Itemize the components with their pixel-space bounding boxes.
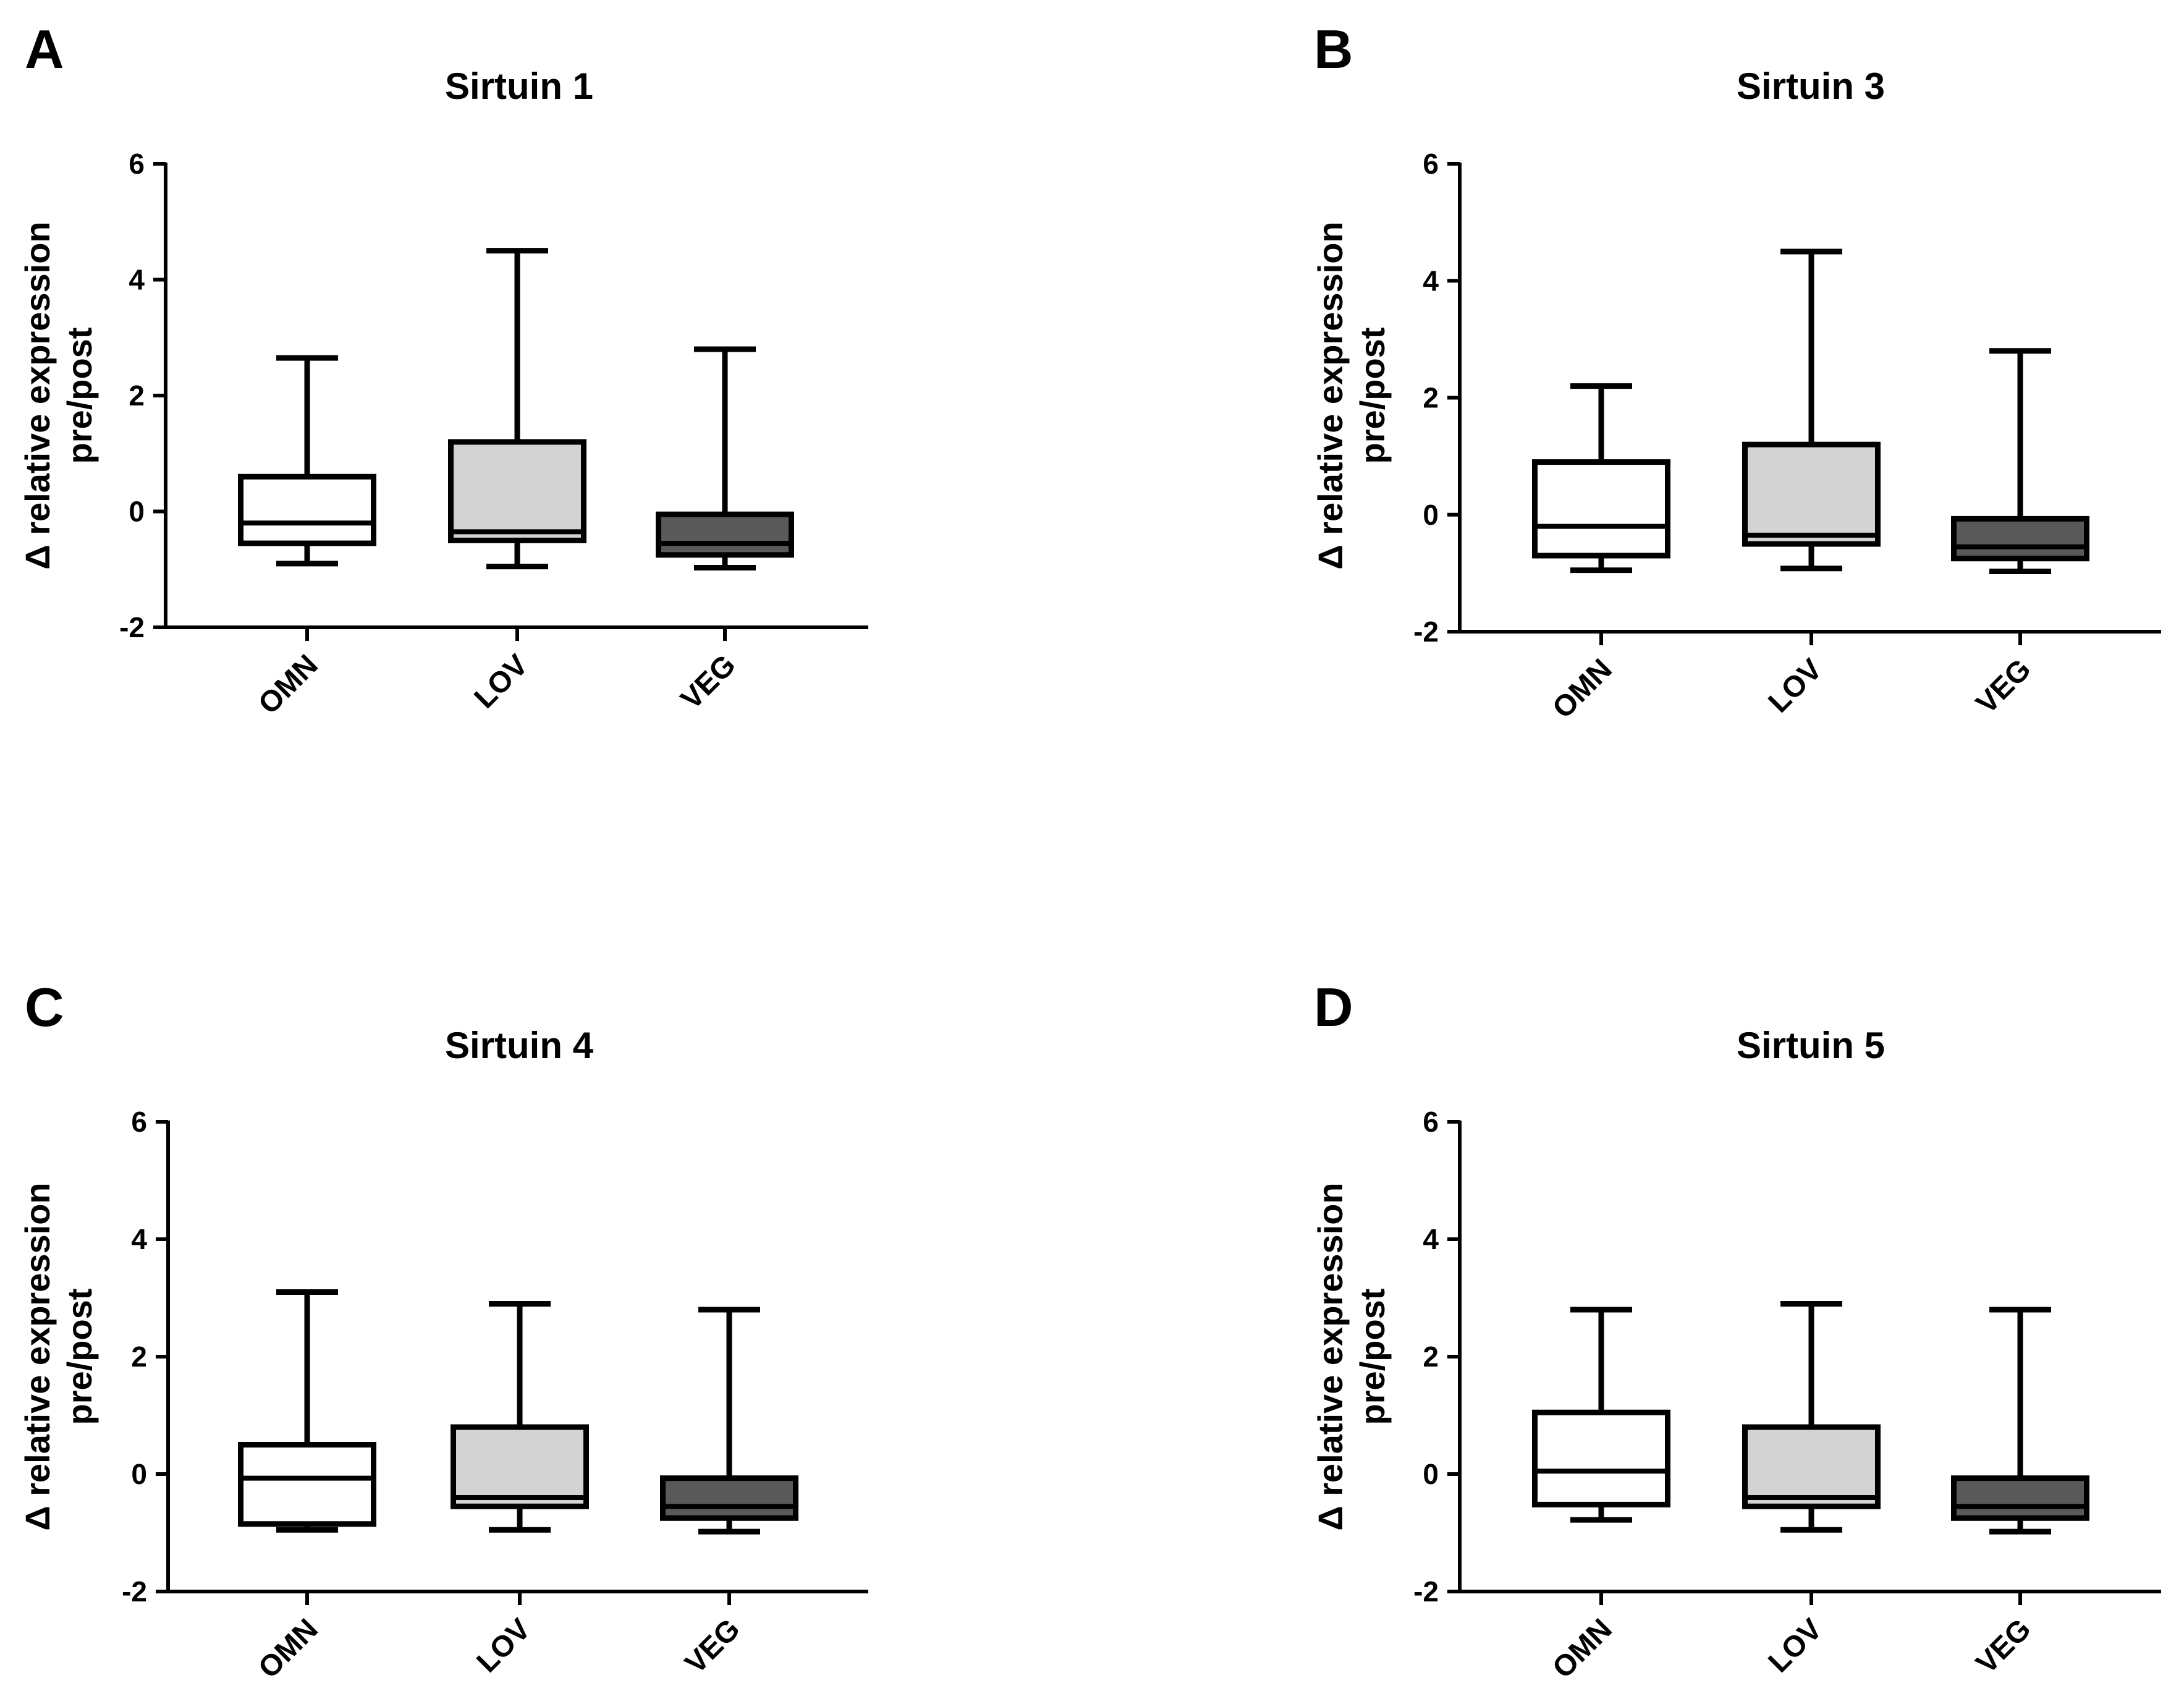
box-body	[1532, 1409, 1670, 1507]
box-omn: OMN	[238, 355, 376, 721]
panel-letter: A	[25, 19, 64, 80]
y-axis-label-line2: pre/post	[60, 328, 99, 464]
chart-title: Sirtuin 4	[445, 1025, 594, 1066]
x-tick-label: LOV	[1763, 1613, 1829, 1679]
y-tick-label: 2	[129, 379, 145, 412]
x-tick-label: LOV	[468, 648, 535, 714]
x-tick-label: OMN	[252, 648, 324, 721]
y-tick-label: 4	[131, 1223, 147, 1255]
y-tick-label: 0	[1423, 499, 1439, 531]
y-axis-label-line1: Δ relative expression	[1311, 1182, 1350, 1530]
panel-a: A Sirtuin 1 Δ relative expressionpre/post -…	[18, 19, 868, 721]
y-axis-label: Δ relative expressionpre/post	[18, 1182, 99, 1530]
y-axis-label: Δ relative expressionpre/post	[1311, 1182, 1392, 1530]
x-tick-label: OMN	[1546, 1613, 1619, 1685]
y-tick-label: 6	[1423, 1106, 1439, 1138]
y-tick-label: -2	[119, 611, 145, 643]
y-tick-label: 2	[1423, 382, 1439, 414]
y-tick-label: 0	[129, 496, 145, 528]
box-veg: VEG	[1951, 1307, 2089, 1680]
box-lov: LOV	[1742, 1301, 1881, 1679]
box-body	[238, 473, 376, 546]
box-body	[448, 439, 586, 543]
chart-title: Sirtuin 3	[1737, 66, 1885, 107]
x-tick-label: VEG	[1970, 1613, 2038, 1680]
box-body	[1742, 1424, 1881, 1509]
box-body	[660, 1475, 798, 1521]
y-tick-label: 6	[1423, 148, 1439, 180]
panel-b: B Sirtuin 3 Δ relative expressionpre/post -…	[1311, 19, 2161, 725]
box-body	[1951, 515, 2089, 562]
panel-d: D Sirtuin 5 Δ relative expressionpre/post -…	[1311, 977, 2161, 1685]
chart-title: Sirtuin 5	[1737, 1025, 1885, 1066]
box-body	[656, 511, 794, 558]
box-body	[1951, 1475, 2089, 1521]
box-body	[1742, 441, 1881, 547]
x-tick-label: OMN	[1546, 653, 1619, 725]
y-axis-label: Δ relative expressionpre/post	[18, 221, 99, 569]
box-lov: LOV	[1742, 248, 1881, 719]
y-axis-label-line2: pre/post	[1353, 328, 1392, 464]
box-body	[451, 1424, 589, 1509]
chart-title: Sirtuin 1	[445, 66, 593, 107]
y-tick-label: -2	[1413, 616, 1439, 648]
y-tick-label: 2	[1423, 1341, 1439, 1373]
x-tick-label: VEG	[1970, 653, 2038, 720]
y-axis-label-line1: Δ relative expression	[1311, 221, 1350, 569]
y-axis-label-line2: pre/post	[1353, 1289, 1392, 1425]
x-tick-label: LOV	[1763, 653, 1829, 719]
x-tick-label: OMN	[252, 1613, 324, 1685]
y-tick-label: 6	[131, 1106, 147, 1138]
box-lov: LOV	[451, 1301, 589, 1679]
y-axis-label: Δ relative expressionpre/post	[1311, 221, 1392, 569]
x-tick-label: VEG	[675, 648, 742, 716]
panel-letter: D	[1314, 977, 1353, 1038]
panel-c: C Sirtuin 4 Δ relative expressionpre/post -…	[18, 977, 868, 1685]
box-veg: VEG	[656, 346, 794, 716]
y-tick-label: 4	[129, 264, 145, 296]
box-omn: OMN	[1532, 1307, 1670, 1685]
box-body	[238, 1442, 376, 1527]
y-tick-label: 2	[131, 1341, 147, 1373]
box-veg: VEG	[660, 1307, 798, 1680]
box-body	[1532, 459, 1670, 559]
y-tick-label: 6	[129, 148, 145, 180]
y-tick-label: -2	[1413, 1575, 1439, 1608]
y-tick-label: 0	[1423, 1458, 1439, 1490]
box-veg: VEG	[1951, 348, 2089, 720]
y-axis-label-line2: pre/post	[60, 1289, 99, 1425]
x-tick-label: LOV	[471, 1613, 537, 1679]
y-tick-label: -2	[122, 1575, 147, 1608]
box-lov: LOV	[448, 248, 586, 715]
y-tick-label: 4	[1423, 1223, 1439, 1255]
y-tick-label: 4	[1423, 265, 1439, 297]
x-tick-label: VEG	[679, 1613, 747, 1680]
box-omn: OMN	[238, 1289, 376, 1685]
y-tick-label: 0	[131, 1458, 147, 1490]
y-axis-label-line1: Δ relative expression	[18, 1182, 57, 1530]
box-omn: OMN	[1532, 383, 1670, 725]
y-axis-label-line1: Δ relative expression	[18, 221, 57, 569]
panel-letter: C	[25, 977, 64, 1038]
panel-letter: B	[1314, 19, 1353, 80]
